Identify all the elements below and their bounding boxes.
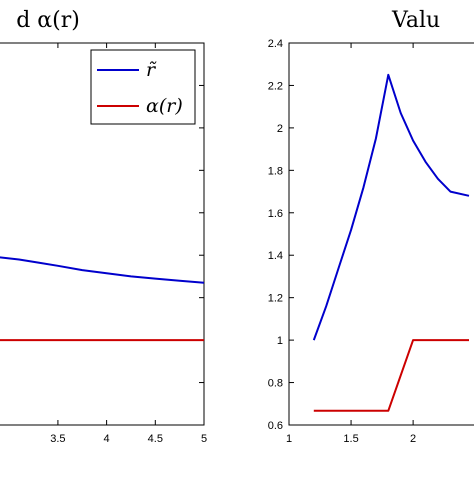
series-line-1 bbox=[313, 339, 469, 412]
legend-label: r̃ bbox=[146, 59, 157, 81]
left-chart: d α(r) 3.5 4 4.5 5 r̃ α(r) bbox=[0, 8, 207, 445]
series-group bbox=[312, 73, 470, 412]
x-tick-label: 1 bbox=[286, 433, 292, 445]
x-tick-label: 4 bbox=[104, 433, 110, 445]
chart-title: Valu bbox=[391, 8, 440, 33]
y-tick-label: 2.4 bbox=[268, 38, 283, 50]
x-tick-label: 5 bbox=[201, 433, 207, 445]
y-tick-label: 0.8 bbox=[268, 378, 283, 390]
y-tick-label: 0.6 bbox=[268, 420, 283, 432]
legend-label: α(r) bbox=[146, 95, 183, 117]
x-tick-label: 4.5 bbox=[148, 433, 163, 445]
chart-title: d α(r) bbox=[16, 8, 80, 33]
y-tick-label: 2.2 bbox=[268, 80, 283, 92]
legend-box bbox=[90, 49, 196, 125]
y-tick-label: 1 bbox=[277, 335, 283, 347]
x-tick-label: 2 bbox=[410, 433, 416, 445]
right-chart: Valu 0.6 0.8 1 1.2 1.4 1.6 1.8 2 2.2 2.4 1 1.5 2 bbox=[268, 8, 474, 445]
y-tick-label: 1.2 bbox=[268, 293, 283, 305]
series-line-0 bbox=[312, 73, 470, 341]
axes-frame bbox=[288, 42, 474, 426]
y-tick-label: 2 bbox=[277, 123, 283, 135]
series-line-0 bbox=[0, 256, 204, 284]
axes-frame bbox=[0, 42, 205, 426]
series-group bbox=[0, 256, 204, 342]
x-tick-label: 1.5 bbox=[343, 433, 358, 445]
y-tick-label: 1.4 bbox=[268, 250, 283, 262]
x-tick-label: 3.5 bbox=[50, 433, 65, 445]
y-tick-label: 1.6 bbox=[268, 208, 283, 220]
y-tick-label: 1.8 bbox=[268, 165, 283, 177]
